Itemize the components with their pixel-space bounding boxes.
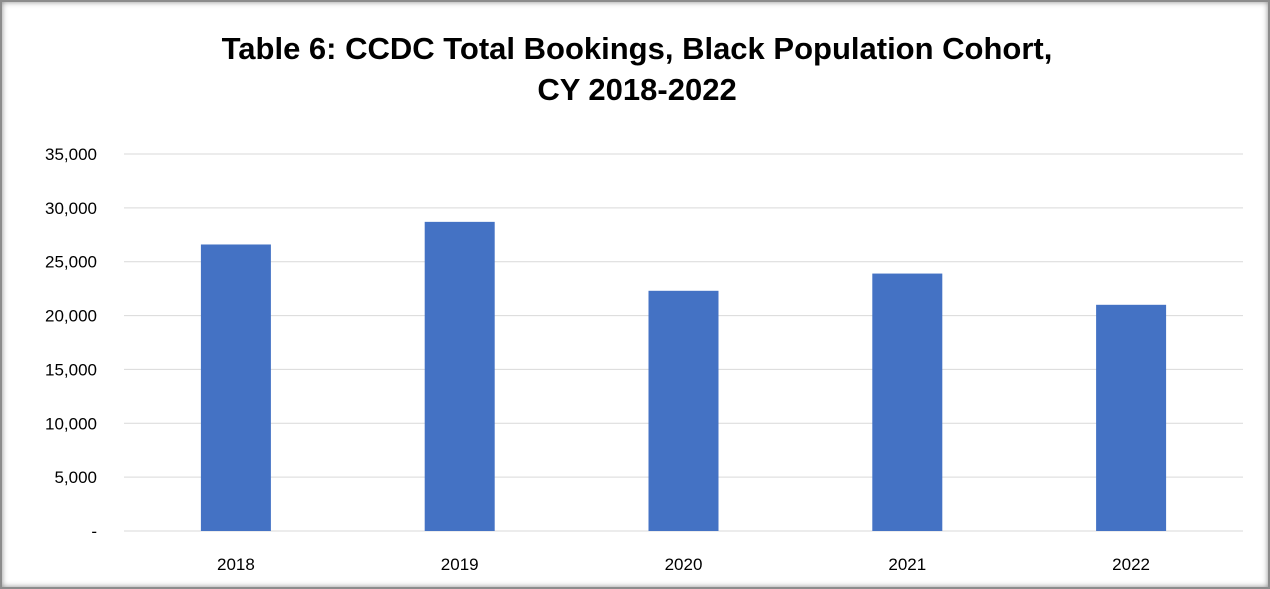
x-tick-label: 2022 (1112, 555, 1150, 574)
y-tick-label: 35,000 (45, 145, 97, 164)
chart-title-line-1: Table 6: CCDC Total Bookings, Black Popu… (221, 31, 1053, 66)
y-tick-label: 5,000 (54, 468, 97, 487)
bar-2021 (872, 273, 943, 531)
chart-title-line-2: CY 2018-2022 (537, 72, 737, 107)
y-tick-label: - (91, 522, 97, 541)
x-tick-label: 2020 (665, 555, 703, 574)
y-tick-label: 10,000 (45, 414, 97, 433)
y-tick-label: 20,000 (45, 307, 97, 326)
y-tick-label: 30,000 (45, 199, 97, 218)
bar-2020 (648, 290, 719, 531)
bar-2022 (1096, 304, 1167, 531)
x-tick-label: 2018 (217, 555, 255, 574)
x-tick-label: 2021 (888, 555, 926, 574)
x-tick-label: 2019 (441, 555, 479, 574)
y-tick-label: 25,000 (45, 253, 97, 272)
bar-2019 (424, 221, 495, 532)
chart-title: Table 6: CCDC Total Bookings, Black Popu… (2, 28, 1270, 110)
y-tick-label: 15,000 (45, 360, 97, 379)
bar-2018 (200, 244, 271, 532)
